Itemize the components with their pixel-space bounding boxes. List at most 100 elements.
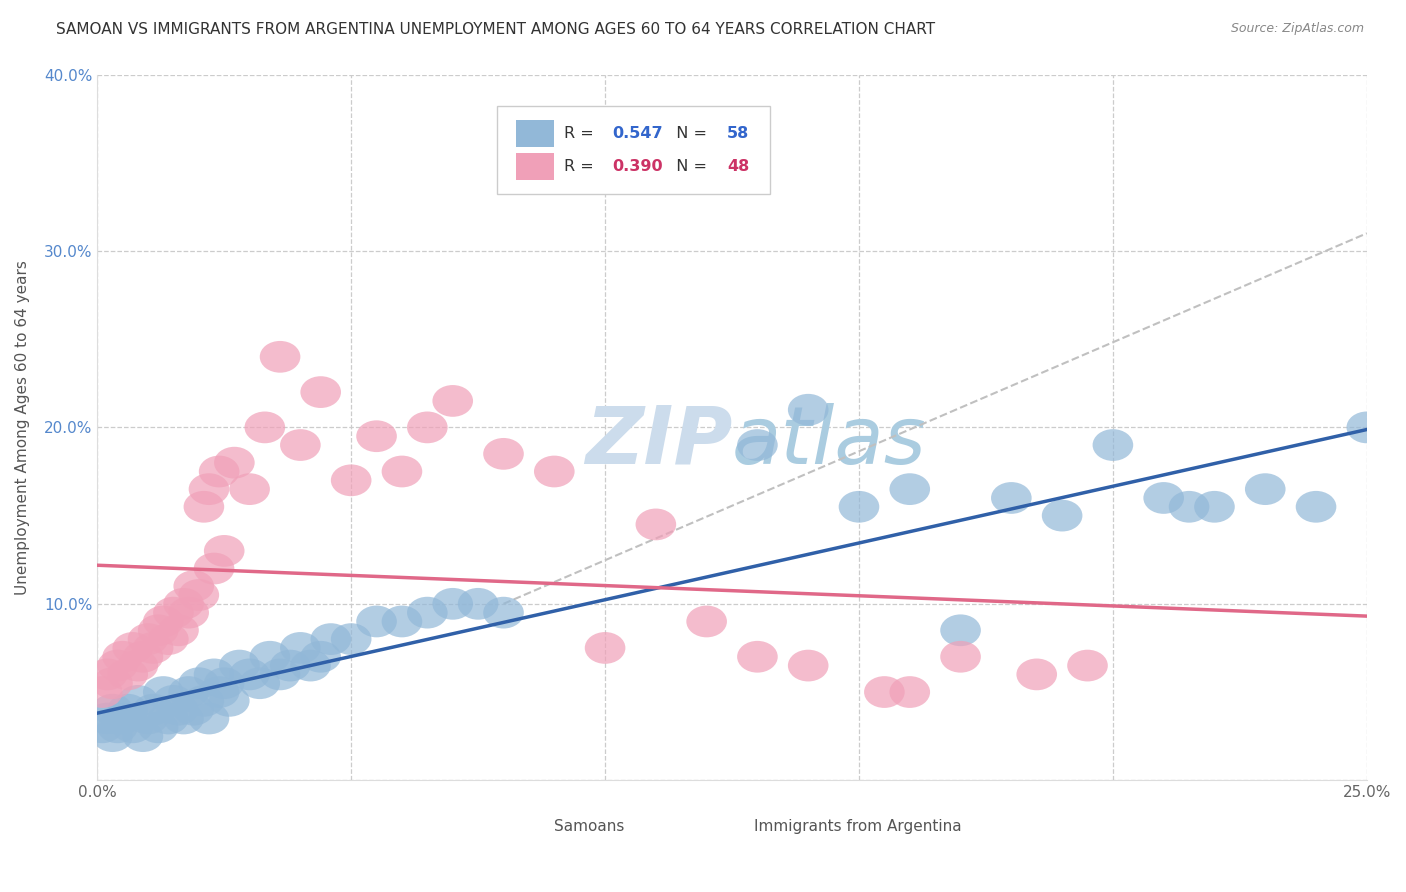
Ellipse shape bbox=[941, 640, 981, 673]
Text: 58: 58 bbox=[727, 126, 749, 141]
Ellipse shape bbox=[1168, 491, 1209, 523]
Ellipse shape bbox=[1194, 491, 1234, 523]
Ellipse shape bbox=[138, 712, 179, 743]
Ellipse shape bbox=[1143, 482, 1184, 514]
Ellipse shape bbox=[143, 676, 184, 708]
Ellipse shape bbox=[941, 615, 981, 646]
Ellipse shape bbox=[260, 658, 301, 690]
Ellipse shape bbox=[737, 640, 778, 673]
Ellipse shape bbox=[82, 712, 122, 743]
Ellipse shape bbox=[280, 429, 321, 461]
Ellipse shape bbox=[214, 447, 254, 478]
Text: Source: ZipAtlas.com: Source: ZipAtlas.com bbox=[1230, 22, 1364, 36]
Ellipse shape bbox=[787, 394, 828, 425]
Ellipse shape bbox=[290, 649, 330, 681]
Ellipse shape bbox=[112, 632, 153, 664]
Ellipse shape bbox=[163, 588, 204, 620]
Text: 48: 48 bbox=[727, 160, 749, 175]
Text: ZIP: ZIP bbox=[585, 402, 733, 481]
Text: 0.390: 0.390 bbox=[613, 160, 664, 175]
Ellipse shape bbox=[534, 456, 575, 487]
Text: Immigrants from Argentina: Immigrants from Argentina bbox=[754, 819, 962, 834]
Ellipse shape bbox=[122, 640, 163, 673]
Ellipse shape bbox=[356, 420, 396, 452]
Ellipse shape bbox=[1296, 491, 1336, 523]
Ellipse shape bbox=[458, 588, 499, 620]
Ellipse shape bbox=[1042, 500, 1083, 532]
Ellipse shape bbox=[93, 694, 132, 725]
Ellipse shape bbox=[112, 712, 153, 743]
Ellipse shape bbox=[118, 649, 159, 681]
Ellipse shape bbox=[219, 649, 260, 681]
Ellipse shape bbox=[406, 597, 447, 629]
Ellipse shape bbox=[148, 624, 188, 655]
FancyBboxPatch shape bbox=[516, 120, 554, 146]
Ellipse shape bbox=[198, 456, 239, 487]
Ellipse shape bbox=[93, 667, 132, 699]
Ellipse shape bbox=[787, 649, 828, 681]
Y-axis label: Unemployment Among Ages 60 to 64 years: Unemployment Among Ages 60 to 64 years bbox=[15, 260, 30, 595]
Ellipse shape bbox=[204, 535, 245, 566]
Ellipse shape bbox=[865, 676, 904, 708]
FancyBboxPatch shape bbox=[520, 814, 548, 838]
Ellipse shape bbox=[87, 658, 128, 690]
Ellipse shape bbox=[636, 508, 676, 541]
Ellipse shape bbox=[229, 658, 270, 690]
Ellipse shape bbox=[132, 694, 173, 725]
Ellipse shape bbox=[433, 588, 472, 620]
FancyBboxPatch shape bbox=[720, 814, 747, 838]
Ellipse shape bbox=[270, 649, 311, 681]
Ellipse shape bbox=[93, 720, 132, 752]
Ellipse shape bbox=[148, 703, 188, 734]
Ellipse shape bbox=[1067, 649, 1108, 681]
Ellipse shape bbox=[585, 632, 626, 664]
Ellipse shape bbox=[991, 482, 1032, 514]
Ellipse shape bbox=[184, 685, 224, 717]
Ellipse shape bbox=[433, 385, 472, 417]
Ellipse shape bbox=[143, 606, 184, 638]
Ellipse shape bbox=[188, 474, 229, 505]
Ellipse shape bbox=[381, 606, 422, 638]
Ellipse shape bbox=[301, 640, 342, 673]
Ellipse shape bbox=[260, 341, 301, 373]
Text: 0.547: 0.547 bbox=[613, 126, 664, 141]
Ellipse shape bbox=[1017, 658, 1057, 690]
Ellipse shape bbox=[330, 465, 371, 496]
Ellipse shape bbox=[128, 703, 169, 734]
Ellipse shape bbox=[82, 676, 122, 708]
Ellipse shape bbox=[890, 676, 931, 708]
Ellipse shape bbox=[103, 703, 143, 734]
Text: N =: N = bbox=[666, 126, 711, 141]
Ellipse shape bbox=[179, 667, 219, 699]
Ellipse shape bbox=[153, 597, 194, 629]
Text: N =: N = bbox=[666, 160, 711, 175]
Ellipse shape bbox=[118, 685, 159, 717]
Ellipse shape bbox=[173, 570, 214, 602]
Ellipse shape bbox=[330, 624, 371, 655]
Ellipse shape bbox=[194, 553, 235, 584]
Ellipse shape bbox=[1092, 429, 1133, 461]
Ellipse shape bbox=[229, 474, 270, 505]
Ellipse shape bbox=[97, 712, 138, 743]
Ellipse shape bbox=[188, 703, 229, 734]
Ellipse shape bbox=[198, 676, 239, 708]
Ellipse shape bbox=[1347, 411, 1388, 443]
Ellipse shape bbox=[280, 632, 321, 664]
Ellipse shape bbox=[406, 411, 447, 443]
Ellipse shape bbox=[122, 720, 163, 752]
Ellipse shape bbox=[169, 676, 209, 708]
Text: Samoans: Samoans bbox=[554, 819, 624, 834]
Ellipse shape bbox=[209, 685, 250, 717]
FancyBboxPatch shape bbox=[498, 106, 770, 194]
Ellipse shape bbox=[169, 597, 209, 629]
Ellipse shape bbox=[153, 685, 194, 717]
Ellipse shape bbox=[301, 376, 342, 408]
Ellipse shape bbox=[103, 640, 143, 673]
Ellipse shape bbox=[128, 624, 169, 655]
Ellipse shape bbox=[890, 474, 931, 505]
Ellipse shape bbox=[159, 615, 198, 646]
Ellipse shape bbox=[250, 640, 290, 673]
Ellipse shape bbox=[204, 667, 245, 699]
Text: atlas: atlas bbox=[733, 402, 927, 481]
Ellipse shape bbox=[97, 649, 138, 681]
